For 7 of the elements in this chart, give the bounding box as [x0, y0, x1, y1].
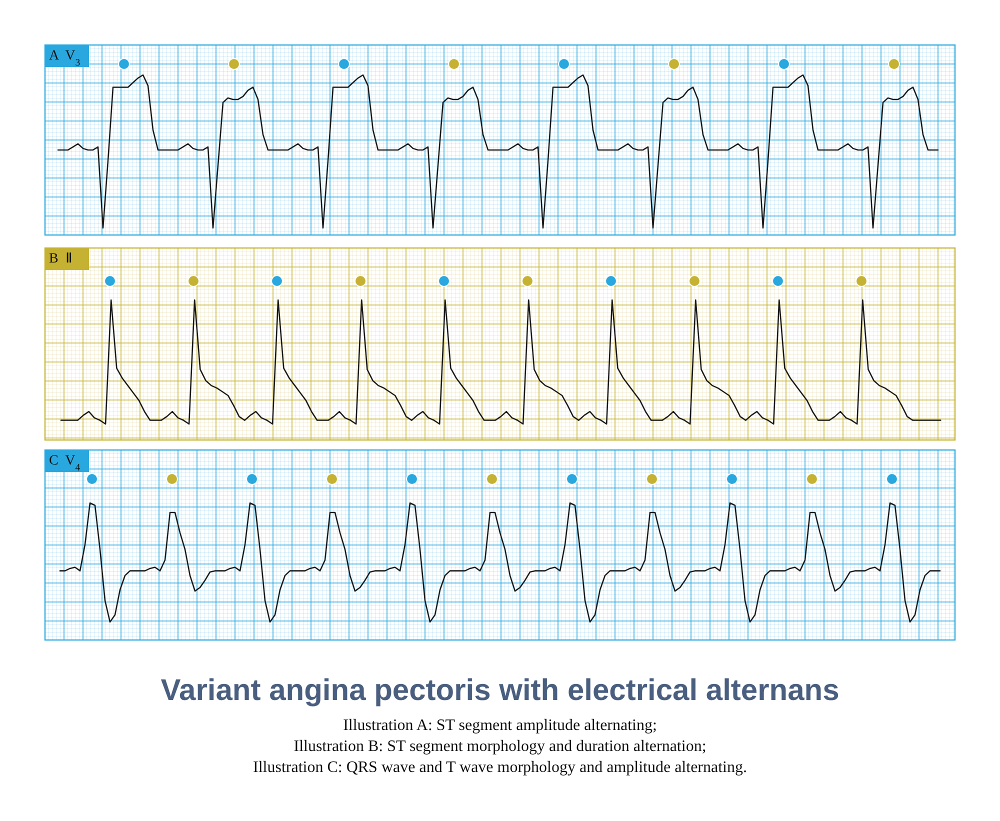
text: Variant angina pectoris with electrical alternans: [160, 674, 840, 707]
chart-title: C V$_{4}$: [49, 454, 80, 473]
text: Illustration C: QRS wave and T wave morphology and amplitude alternating.: [253, 759, 747, 776]
text: Illustration A: ST segment amplitude alternating;: [343, 717, 657, 734]
text: Illustration B: ST segment morphology and duration alternation;: [294, 738, 706, 755]
chart-title: A V$_{3}$: [49, 48, 80, 68]
chart-title: B Ⅱ: [49, 252, 72, 266]
